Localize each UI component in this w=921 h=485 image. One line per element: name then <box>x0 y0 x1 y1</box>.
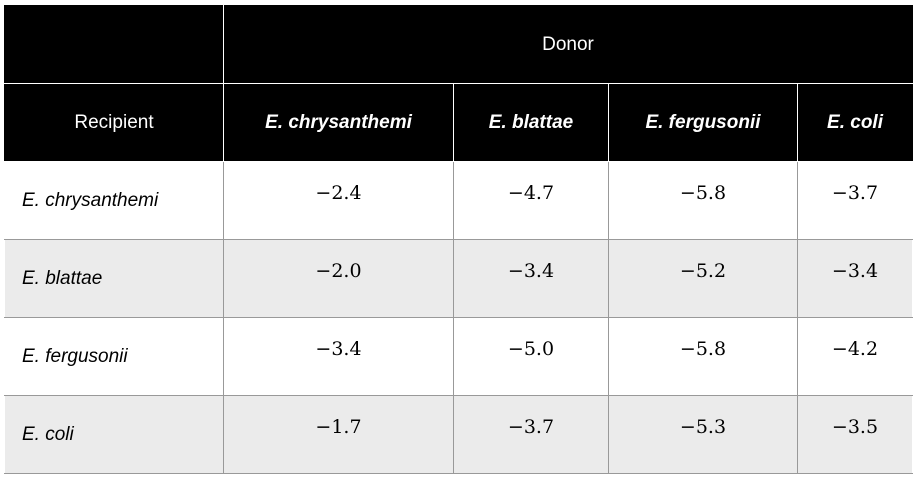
table-cell: −4.7 <box>453 161 609 240</box>
header-blank-cell <box>4 5 224 84</box>
header-row-donor: Donor <box>4 5 913 84</box>
table-cell: −3.4 <box>223 317 454 396</box>
table-row: E. blattae −2.0 −3.4 −5.2 −3.4 <box>4 239 913 318</box>
table-cell: −5.0 <box>453 317 609 396</box>
table-cell: −3.7 <box>453 395 609 474</box>
column-header: E. chrysanthemi <box>223 83 454 162</box>
column-header: E. coli <box>797 83 913 162</box>
column-header: E. blattae <box>453 83 609 162</box>
table-cell: −5.8 <box>608 317 798 396</box>
table-row: E. coli −1.7 −3.7 −5.3 −3.5 <box>4 395 913 474</box>
table-cell: −4.2 <box>797 317 913 396</box>
table-cell: −3.5 <box>797 395 913 474</box>
table-cell: −5.3 <box>608 395 798 474</box>
table-cell: −3.4 <box>797 239 913 318</box>
donor-recipient-table: Donor Recipient E. chrysanthemi E. blatt… <box>4 5 913 474</box>
table-cell: −2.4 <box>223 161 454 240</box>
table-cell: −5.2 <box>608 239 798 318</box>
header-row-species: Recipient E. chrysanthemi E. blattae E. … <box>4 83 913 162</box>
donor-header: Donor <box>223 5 913 84</box>
table-cell: −2.0 <box>223 239 454 318</box>
row-label: E. fergusonii <box>4 317 224 396</box>
table-row: E. chrysanthemi −2.4 −4.7 −5.8 −3.7 <box>4 161 913 240</box>
recipient-header: Recipient <box>4 83 224 162</box>
table-row: E. fergusonii −3.4 −5.0 −5.8 −4.2 <box>4 317 913 396</box>
table-cell: −1.7 <box>223 395 454 474</box>
column-header: E. fergusonii <box>608 83 798 162</box>
table-cell: −5.8 <box>608 161 798 240</box>
row-label: E. blattae <box>4 239 224 318</box>
table-container: Donor Recipient E. chrysanthemi E. blatt… <box>4 5 913 474</box>
row-label: E. coli <box>4 395 224 474</box>
table-cell: −3.4 <box>453 239 609 318</box>
row-label: E. chrysanthemi <box>4 161 224 240</box>
table-cell: −3.7 <box>797 161 913 240</box>
